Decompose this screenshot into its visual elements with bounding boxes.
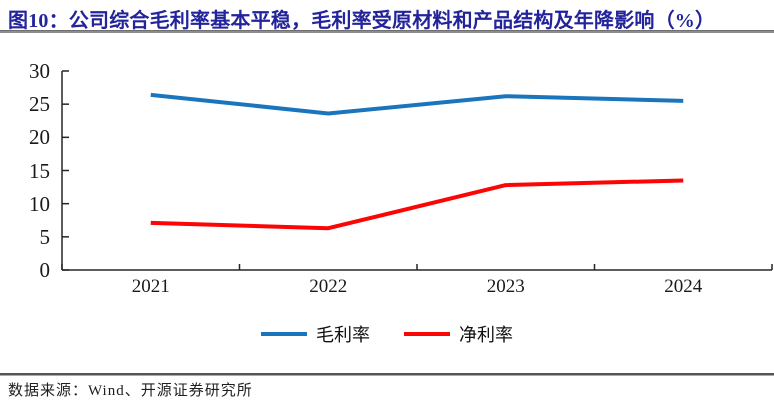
bottom-divider-rule — [0, 373, 774, 376]
y-axis-tick-label: 15 — [29, 158, 50, 183]
series-line-净利率 — [150, 178, 684, 231]
chart-legend: 毛利率 净利率 — [0, 322, 774, 346]
x-axis-tick-label: 2021 — [131, 276, 170, 297]
figure-title: 图10：公司综合毛利率基本平稳，毛利率受原材料和产品结构及年降影响（%） — [8, 10, 716, 32]
legend-label: 毛利率 — [316, 325, 370, 345]
x-axis-tick-label: 2022 — [309, 276, 348, 297]
legend-item: 净利率 — [404, 321, 513, 347]
y-axis-tick-label: 20 — [29, 125, 50, 150]
y-axis-tick-label: 30 — [29, 59, 50, 83]
legend-item: 毛利率 — [261, 321, 370, 347]
title-divider-rule — [0, 30, 774, 33]
data-source-note: 数据来源：Wind、开源证券研究所 — [8, 383, 253, 399]
x-axis-tick-label: 2023 — [486, 276, 525, 297]
x-axis-tick-label: 2024 — [664, 276, 703, 297]
legend-label: 净利率 — [459, 325, 513, 345]
series-line-毛利率 — [150, 92, 684, 116]
y-axis-tick-label: 10 — [29, 191, 50, 216]
y-axis-tick-label: 25 — [29, 92, 50, 117]
y-axis-tick-label: 0 — [39, 258, 51, 282]
legend-swatch-line — [404, 332, 450, 336]
legend-swatch-line — [261, 332, 307, 336]
y-axis-tick-label: 5 — [39, 224, 51, 249]
